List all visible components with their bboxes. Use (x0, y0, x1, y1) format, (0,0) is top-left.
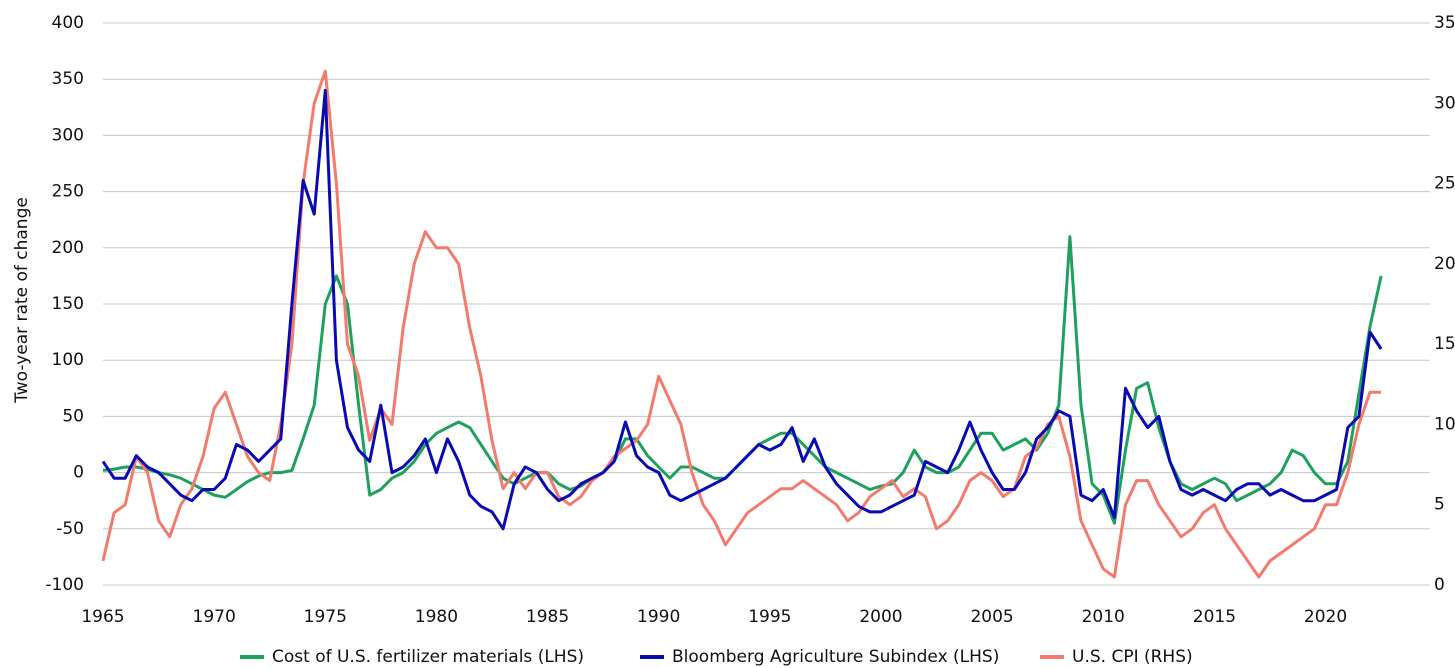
y2-tick-label: 20 (1434, 254, 1455, 274)
y2-tick-label: 35 (1434, 13, 1455, 33)
x-tick-label: 2005 (970, 607, 1013, 627)
y-tick-label: -50 (56, 519, 84, 539)
y-tick-label: 400 (52, 13, 84, 33)
x-tick-label: 2000 (859, 607, 902, 627)
y2-tick-label: 25 (1434, 174, 1455, 194)
legend-label: Cost of U.S. fertilizer materials (LHS) (272, 647, 584, 667)
x-tick-label: 1985 (526, 607, 569, 627)
series-line (101, 88, 1383, 531)
y-tick-label: -100 (45, 575, 84, 595)
x-tick-label: 2020 (1304, 607, 1347, 627)
x-tick-label: 2010 (1082, 607, 1125, 627)
y-tick-label: 50 (62, 406, 84, 426)
x-tick-label: 1995 (748, 607, 791, 627)
y-tick-label: 350 (52, 69, 84, 89)
y2-tick-label: 5 (1434, 495, 1445, 515)
y2-tick-label: 0 (1434, 575, 1445, 595)
x-tick-label: 1990 (637, 607, 680, 627)
y-axis-label: Two-year rate of change (12, 197, 32, 404)
y2-tick-label: 15 (1434, 334, 1455, 354)
series-line (101, 69, 1382, 579)
y2-tick-label: 10 (1434, 414, 1455, 434)
y-tick-label: 150 (52, 294, 84, 314)
y2-tick-label: 30 (1434, 93, 1455, 113)
legend-label: U.S. CPI (RHS) (1072, 647, 1193, 667)
legend-label: Bloomberg Agriculture Subindex (LHS) (672, 647, 999, 667)
y-tick-label: 0 (73, 463, 84, 483)
y-tick-label: 250 (52, 182, 84, 202)
x-tick-label: 2015 (1193, 607, 1236, 627)
x-tick-label: 1975 (304, 607, 347, 627)
x-tick-label: 1980 (415, 607, 458, 627)
y-tick-label: 300 (52, 125, 84, 145)
y-tick-label: 100 (52, 350, 84, 370)
y-tick-label: 200 (52, 238, 84, 258)
x-tick-label: 1965 (81, 607, 124, 627)
x-tick-label: 1970 (193, 607, 236, 627)
